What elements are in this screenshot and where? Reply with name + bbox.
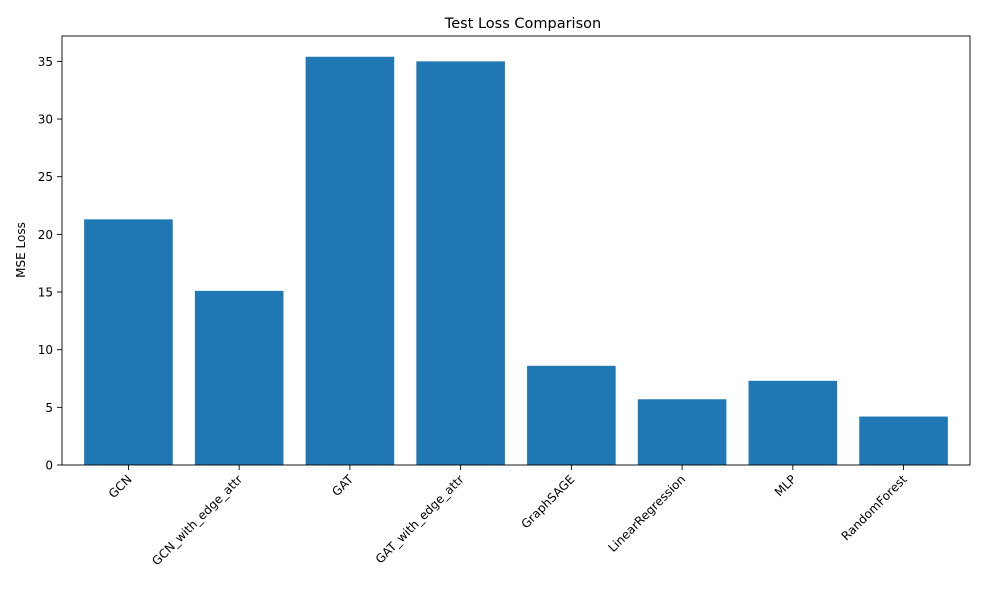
y-axis-label: MSE Loss: [14, 222, 28, 278]
x-tick-label: GCN: [106, 472, 135, 501]
y-tick-label: 35: [38, 55, 53, 69]
x-tick-label: MLP: [772, 472, 799, 499]
x-tick-label: LinearRegression: [606, 472, 689, 555]
bars-layer: [84, 56, 948, 466]
plot-frame: [61, 35, 971, 466]
bar-GCN: [84, 219, 173, 465]
x-tick-label: GCN_with_edge_attr: [149, 472, 245, 568]
chart-title: Test Loss Comparison: [444, 16, 601, 32]
y-tick-label: 0: [45, 459, 53, 473]
bar-GCN_with_edge_attr: [194, 290, 284, 465]
x-axis-ticks: GCN GCN_with_edge_attr GAT GAT_with_edge_at…: [106, 465, 910, 568]
y-tick-label: 5: [45, 401, 53, 415]
bar-LinearRegression: [637, 399, 727, 465]
bar-MLP: [748, 380, 838, 465]
x-tick-label: GraphSAGE: [518, 472, 577, 531]
y-tick-label: 10: [38, 343, 53, 357]
bar-GraphSAGE: [527, 365, 616, 465]
x-tick-label: GAT: [329, 472, 356, 499]
y-tick-label: 15: [38, 286, 53, 300]
x-tick-label: RandomForest: [839, 472, 910, 543]
y-tick-label: 30: [38, 113, 53, 127]
y-tick-label: 20: [38, 228, 53, 242]
y-axis-ticks: 0 5 10 15 20 25 30 35: [38, 55, 62, 473]
bar-GAT_with_edge_attr: [416, 61, 505, 465]
x-tick-label: GAT_with_edge_attr: [373, 472, 467, 566]
bar-GAT: [305, 56, 395, 466]
bar-RandomForest: [859, 416, 948, 465]
y-tick-label: 25: [38, 170, 53, 184]
